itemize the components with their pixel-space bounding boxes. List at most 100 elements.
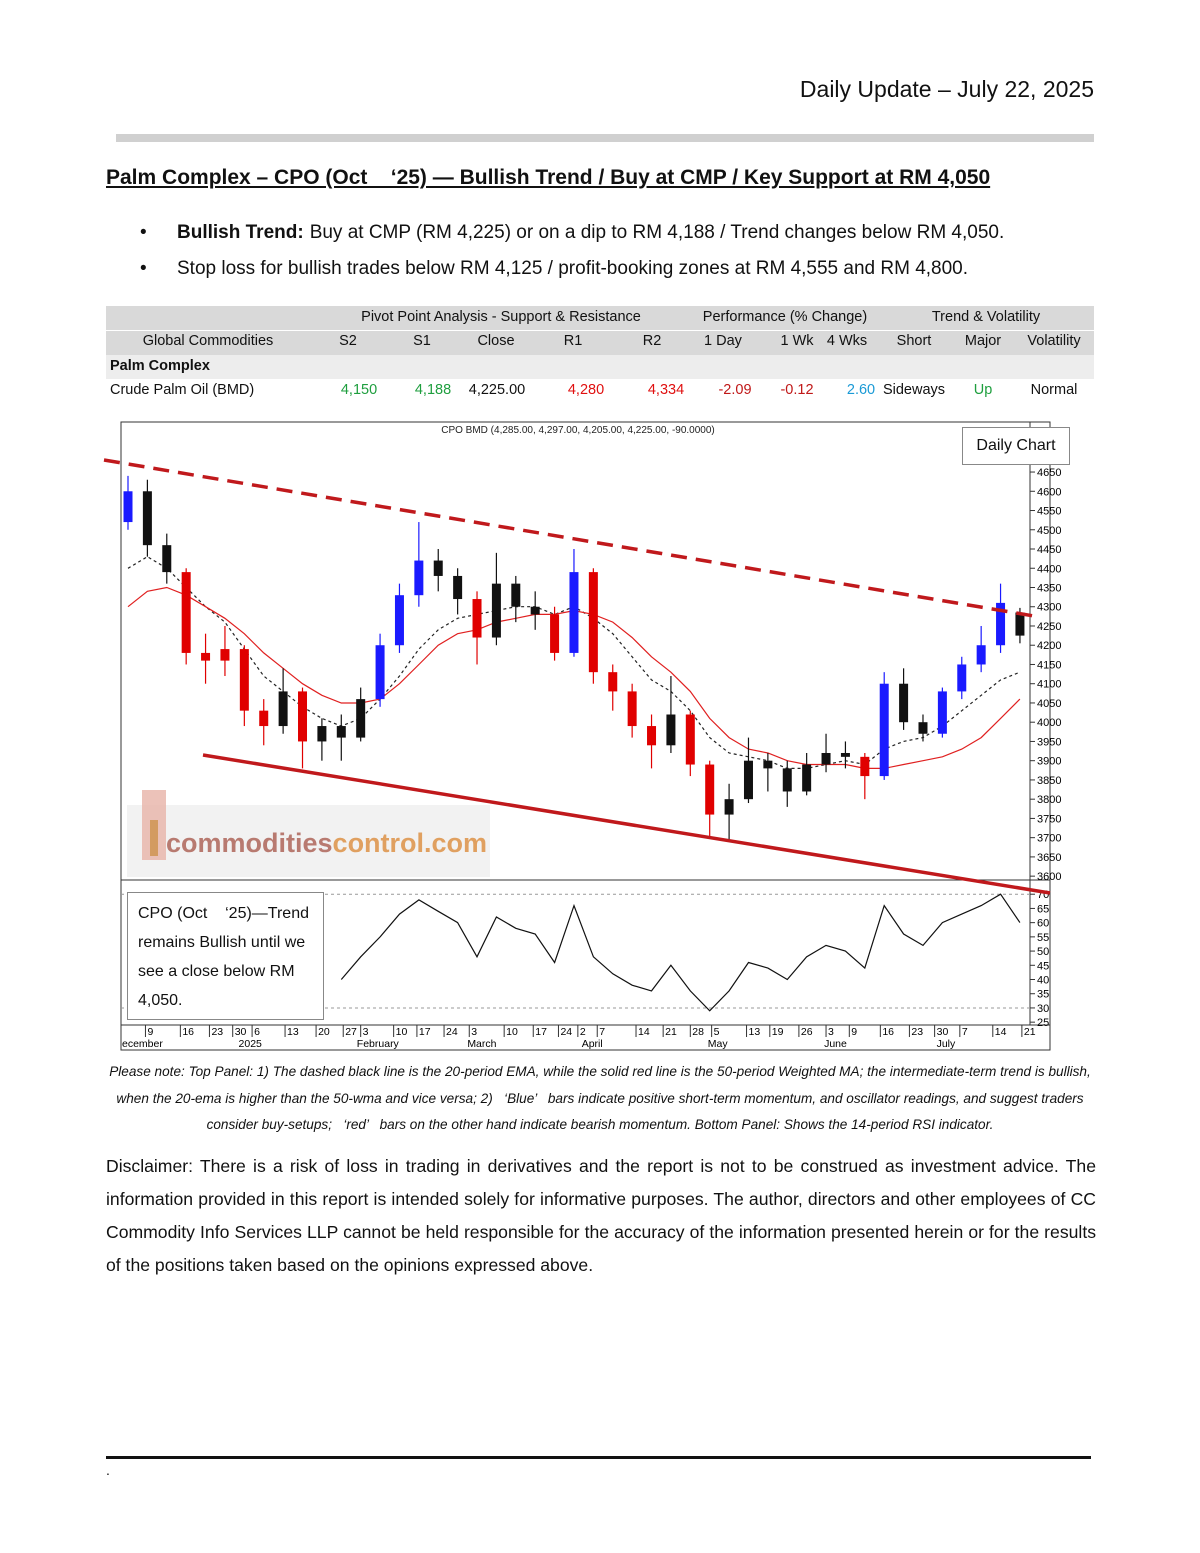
candle-body xyxy=(530,606,540,615)
table-group-row xyxy=(106,306,1094,330)
month-label: February xyxy=(357,1038,400,1050)
chart-annotation: Daily Chart xyxy=(962,427,1070,465)
table-header-row xyxy=(106,330,1094,355)
table-header: S1 xyxy=(413,333,431,349)
y-tick-label: 4450 xyxy=(1037,544,1061,556)
y-tick-label: 3700 xyxy=(1037,833,1061,845)
candle-body xyxy=(957,664,967,692)
candle-body xyxy=(802,764,812,792)
y-tick-label: 3750 xyxy=(1037,813,1061,825)
y-tick-label: 4400 xyxy=(1037,563,1061,575)
table-group-header: Performance (% Change) xyxy=(702,309,868,325)
rsi-note: CPO (Oct ‘25)—Trend remains Bullish unti… xyxy=(127,892,324,1020)
trend-line xyxy=(202,753,1051,895)
y-tick-label: 4100 xyxy=(1037,679,1061,691)
x-tick-label: 23 xyxy=(211,1026,223,1038)
x-tick-label: 28 xyxy=(692,1026,704,1038)
rsi-tick-label: 60 xyxy=(1037,918,1049,930)
table-group-header: Pivot Point Analysis - Support & Resista… xyxy=(361,309,641,325)
y-tick-label: 3850 xyxy=(1037,775,1061,787)
table-group-header: Trend & Volatility xyxy=(931,309,1041,325)
x-tick-label: 13 xyxy=(287,1026,299,1038)
chart-title: CPO BMD (4,285.00, 4,297.00, 4,205.00, 4… xyxy=(441,425,715,436)
bullet-text: Buy at CMP (RM 4,225) or on a dip to RM … xyxy=(309,222,1005,243)
rsi-tick-label: 25 xyxy=(1037,1017,1049,1029)
x-tick-label: 24 xyxy=(560,1026,572,1038)
candle-body xyxy=(278,691,288,727)
watermark: commoditiescontrol.com xyxy=(166,828,487,858)
table-cell: 4,225.00 xyxy=(468,382,526,398)
x-tick-label: 14 xyxy=(995,1026,1007,1038)
candle-body xyxy=(569,572,579,653)
section-heading: Palm Complex – CPO (Oct ‘25) — Bullish T… xyxy=(106,166,991,189)
candle-body xyxy=(181,572,191,653)
x-tick-label: 6 xyxy=(254,1026,260,1038)
table-header: Global Commodities xyxy=(142,333,274,349)
table-cell: 4,188 xyxy=(414,382,452,398)
footer-rule xyxy=(106,1456,1091,1459)
x-tick-label: 17 xyxy=(419,1026,431,1038)
candle-body xyxy=(685,714,695,765)
y-tick-label: 4250 xyxy=(1037,621,1061,633)
table-cell: -2.09 xyxy=(718,382,752,398)
table-cell: -0.12 xyxy=(780,382,814,398)
candle-body xyxy=(705,764,715,815)
footer: . xyxy=(106,1462,110,1478)
candle-body xyxy=(317,726,327,742)
table-cell: Normal xyxy=(1030,382,1078,398)
x-tick-label: 14 xyxy=(638,1026,650,1038)
month-label: 2025 xyxy=(239,1038,263,1050)
table-header: 1 Wk xyxy=(780,333,814,349)
x-tick-label: 30 xyxy=(937,1026,949,1038)
candle-body xyxy=(608,672,618,692)
table-header: R1 xyxy=(563,333,583,349)
candle-body xyxy=(511,583,521,607)
candle-body xyxy=(860,756,870,777)
table-section: Palm Complex xyxy=(110,358,210,374)
table-header: Short xyxy=(896,333,932,349)
x-tick-label: 21 xyxy=(1024,1026,1036,1038)
table-cell: Crude Palm Oil (BMD) xyxy=(110,382,255,398)
rsi-line xyxy=(340,893,1021,1012)
candle-body xyxy=(840,752,850,757)
x-tick-label: 26 xyxy=(801,1026,813,1038)
table-section-row xyxy=(106,355,1094,379)
candle-body xyxy=(743,760,753,800)
chart: commoditiescontrol.com CPO BMD (4,285.00… xyxy=(103,421,1061,1051)
x-tick-label: 9 xyxy=(147,1026,153,1038)
candle-body xyxy=(666,714,676,746)
x-tick-label: 5 xyxy=(714,1026,720,1038)
bullet-text: Stop loss for bullish trades below RM 4,… xyxy=(177,258,969,279)
candle-body xyxy=(239,649,249,711)
candle-body xyxy=(550,614,560,653)
table-header: Major xyxy=(964,333,1002,349)
x-tick-label: 3 xyxy=(828,1026,834,1038)
candle-body xyxy=(937,691,947,734)
table-cell: 4,150 xyxy=(340,382,378,398)
y-tick-label: 4600 xyxy=(1037,486,1061,498)
candle-body xyxy=(899,683,909,723)
y-tick-label: 4200 xyxy=(1037,640,1061,652)
rsi-tick-label: 30 xyxy=(1037,1003,1049,1015)
trend-line xyxy=(103,458,1041,619)
y-tick-label: 4550 xyxy=(1037,506,1061,518)
page-title: Daily Update – July 22, 2025 xyxy=(799,76,1094,102)
y-tick-label: 3950 xyxy=(1037,736,1061,748)
x-tick-label: 3 xyxy=(471,1026,477,1038)
candle-body xyxy=(782,768,792,792)
bullet-bold: Bullish Trend: xyxy=(177,222,304,243)
candle-body xyxy=(879,683,889,777)
candle-body xyxy=(142,491,152,546)
y-tick-label: 4650 xyxy=(1037,467,1061,479)
candle-body xyxy=(453,575,463,600)
x-tick-label: 24 xyxy=(446,1026,458,1038)
month-label: ecember xyxy=(122,1038,163,1050)
table-cell: 4,280 xyxy=(567,382,605,398)
y-tick-label: 4350 xyxy=(1037,582,1061,594)
candle-body xyxy=(588,572,598,673)
rsi-tick-label: 65 xyxy=(1037,903,1049,915)
candle-body xyxy=(996,602,1006,646)
rsi-tick-label: 45 xyxy=(1037,960,1049,972)
y-tick-label: 3600 xyxy=(1037,871,1061,883)
